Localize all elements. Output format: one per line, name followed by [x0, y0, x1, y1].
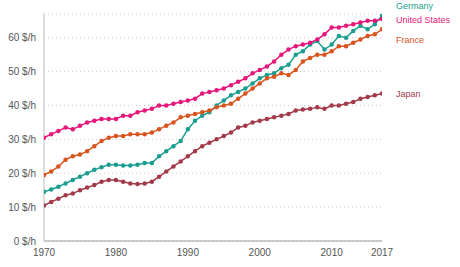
svg-text:1980: 1980 [105, 247, 128, 258]
svg-text:10 $/h: 10 $/h [8, 202, 36, 213]
svg-text:2000: 2000 [249, 247, 272, 258]
svg-text:Japan: Japan [396, 89, 421, 99]
svg-text:0 $/h: 0 $/h [14, 236, 36, 247]
svg-text:20 $/h: 20 $/h [8, 168, 36, 179]
svg-text:1990: 1990 [177, 247, 200, 258]
svg-text:2010: 2010 [321, 247, 344, 258]
svg-text:Germany: Germany [396, 1, 434, 11]
svg-text:50 $/h: 50 $/h [8, 66, 36, 77]
svg-text:2017: 2017 [371, 247, 394, 258]
svg-text:United States: United States [396, 15, 451, 25]
svg-text:1970: 1970 [33, 247, 56, 258]
svg-text:France: France [396, 35, 424, 45]
svg-text:40 $/h: 40 $/h [8, 100, 36, 111]
svg-text:60 $/h: 60 $/h [8, 32, 36, 43]
svg-text:30 $/h: 30 $/h [8, 134, 36, 145]
